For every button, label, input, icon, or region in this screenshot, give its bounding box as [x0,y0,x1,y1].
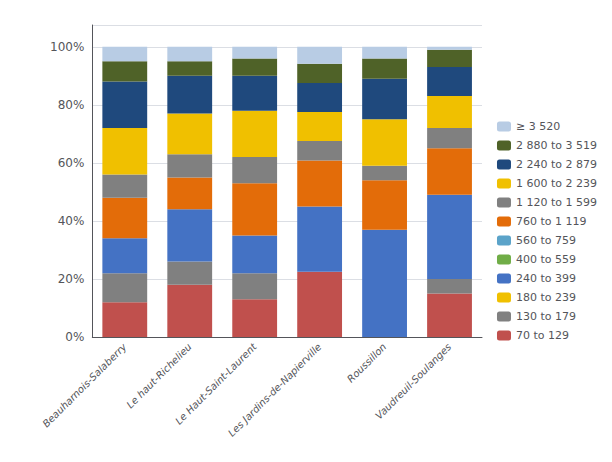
svg-text:2 880 to 3 519: 2 880 to 3 519 [516,139,597,152]
svg-text:70 to 129: 70 to 129 [516,329,569,342]
svg-text:400 to 559: 400 to 559 [516,253,576,266]
svg-text:80%: 80% [58,98,85,112]
svg-text:1 120 to 1 599: 1 120 to 1 599 [516,196,597,209]
svg-text:560 to 759: 560 to 759 [516,234,576,247]
svg-text:100%: 100% [50,40,84,54]
svg-text:Roussillon: Roussillon [345,341,389,385]
svg-text:20%: 20% [58,272,85,286]
svg-text:Beauharnois-Salaberry: Beauharnois-Salaberry [40,340,129,429]
svg-text:1 600 to 2 239: 1 600 to 2 239 [516,177,597,190]
svg-text:760 to 1 119: 760 to 1 119 [516,215,587,228]
svg-text:Les Jardins-de-Napierville: Les Jardins-de-Napierville [226,341,324,439]
svg-text:130 to 179: 130 to 179 [516,310,576,323]
svg-text:180 to 239: 180 to 239 [516,291,576,304]
svg-text:2 240 to 2 879: 2 240 to 2 879 [516,158,597,171]
svg-text:40%: 40% [58,214,85,228]
svg-text:0%: 0% [65,330,84,344]
svg-text:Vaudreuil-Soulanges: Vaudreuil-Soulanges [373,341,453,421]
svg-text:≥ 3 520: ≥ 3 520 [516,120,560,133]
svg-text:60%: 60% [58,156,85,170]
svg-text:Le haut-Richelieu: Le haut-Richelieu [124,341,193,410]
svg-text:240 to 399: 240 to 399 [516,272,576,285]
svg-text:Le Haut-Saint-Laurent: Le Haut-Saint-Laurent [173,341,259,427]
